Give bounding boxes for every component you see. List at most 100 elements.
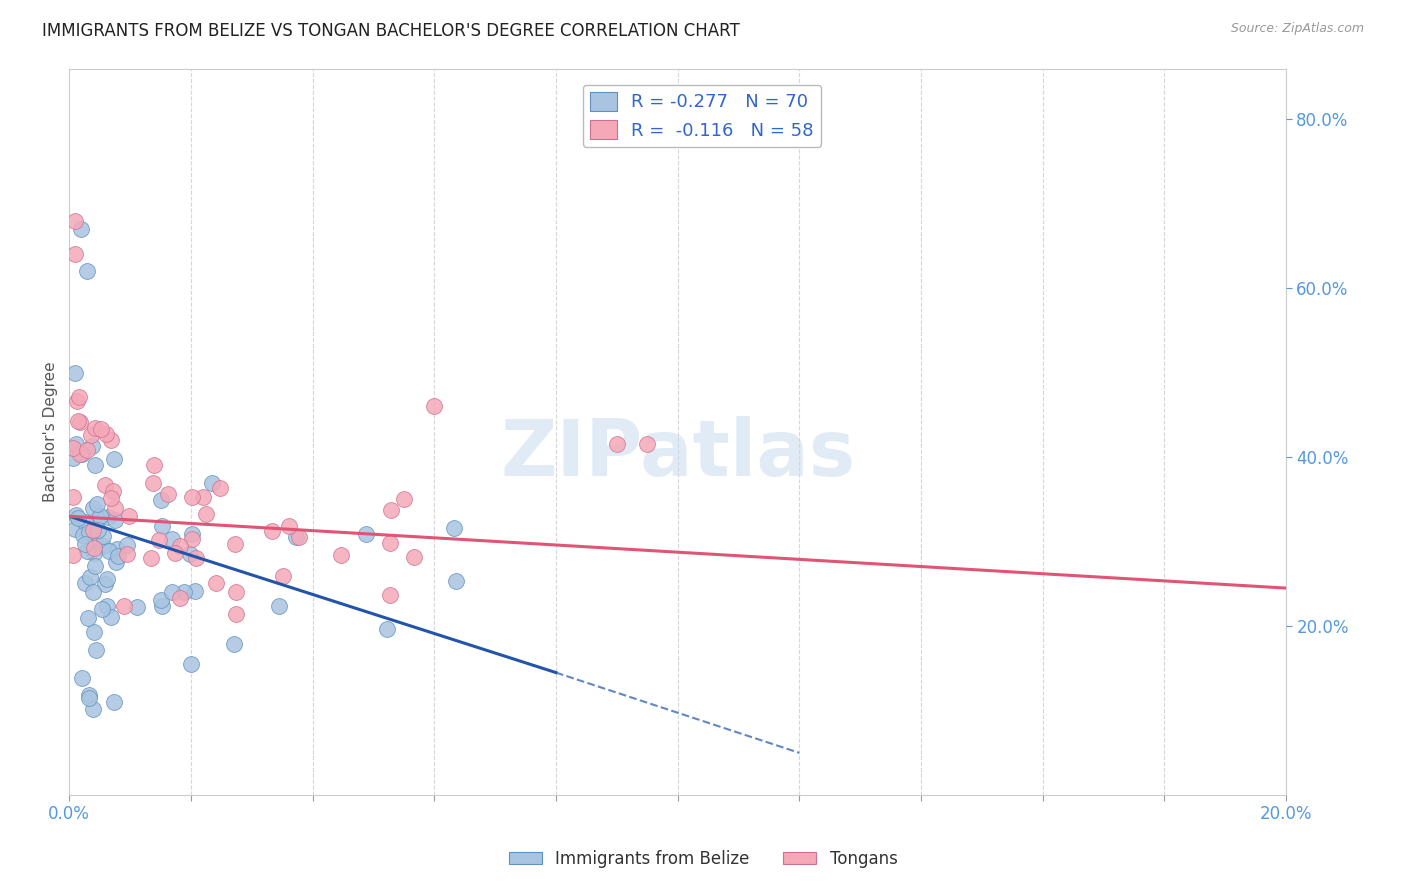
- Point: [70, 222, 93, 236]
- Point: [96, 599, 118, 613]
- Legend: Immigrants from Belize, Tongans: Immigrants from Belize, Tongans: [502, 844, 904, 875]
- Y-axis label: Bachelor's Degree: Bachelor's Degree: [44, 361, 58, 502]
- Point: [100, 609, 122, 624]
- Point: [79, 570, 101, 584]
- Point: [208, 482, 231, 496]
- Point: [77, 524, 100, 539]
- Point: [224, 537, 246, 551]
- Point: [148, 533, 170, 548]
- Point: [169, 591, 191, 605]
- Point: [288, 530, 311, 544]
- Point: [139, 551, 162, 566]
- Point: [69, 447, 91, 461]
- Point: [96, 572, 118, 586]
- Point: [76, 543, 98, 558]
- Point: [84, 643, 107, 657]
- Point: [103, 451, 125, 466]
- Point: [73, 536, 96, 550]
- Point: [65, 437, 87, 451]
- Point: [86, 497, 108, 511]
- Point: [80, 427, 103, 442]
- Point: [142, 458, 165, 472]
- Point: [377, 622, 399, 636]
- Point: [83, 541, 105, 555]
- Point: [82, 702, 104, 716]
- Point: [115, 547, 138, 561]
- Point: [225, 607, 247, 621]
- Point: [70, 671, 93, 685]
- Point: [70, 447, 93, 461]
- Point: [62, 442, 84, 456]
- Point: [62, 491, 84, 505]
- Point: [181, 490, 204, 504]
- Point: [186, 551, 208, 566]
- Point: [150, 599, 173, 613]
- Point: [76, 264, 98, 278]
- Point: [65, 508, 87, 522]
- Point: [378, 536, 401, 550]
- Point: [91, 602, 114, 616]
- Point: [191, 490, 214, 504]
- Point: [271, 569, 294, 583]
- Point: [160, 532, 183, 546]
- Point: [392, 492, 415, 507]
- Point: [285, 530, 308, 544]
- Point: [62, 450, 84, 465]
- Point: [262, 524, 284, 539]
- Point: [179, 547, 201, 561]
- Point: [100, 433, 122, 447]
- Point: [443, 521, 465, 535]
- Point: [150, 519, 173, 533]
- Point: [173, 585, 195, 599]
- Point: [94, 427, 117, 442]
- Point: [82, 500, 104, 515]
- Point: [183, 584, 205, 599]
- Point: [86, 512, 108, 526]
- Point: [194, 508, 217, 522]
- Point: [77, 689, 100, 703]
- Point: [180, 657, 202, 671]
- Point: [65, 247, 87, 261]
- Point: [107, 549, 129, 563]
- Point: [66, 415, 89, 429]
- Point: [75, 515, 97, 529]
- Point: [156, 486, 179, 500]
- Point: [117, 538, 139, 552]
- Point: [100, 491, 122, 505]
- Point: [278, 519, 301, 533]
- Point: [84, 535, 107, 549]
- Point: [84, 458, 107, 472]
- Point: [89, 508, 111, 523]
- Point: [65, 366, 87, 380]
- Point: [205, 576, 228, 591]
- Point: [69, 390, 91, 404]
- Legend: R = -0.277   N = 70, R =  -0.116   N = 58: R = -0.277 N = 70, R = -0.116 N = 58: [582, 85, 821, 147]
- Point: [267, 599, 290, 613]
- Point: [72, 528, 94, 542]
- Point: [142, 475, 165, 490]
- Point: [125, 599, 148, 614]
- Point: [201, 475, 224, 490]
- Point: [169, 539, 191, 553]
- Point: [83, 421, 105, 435]
- Point: [378, 587, 401, 601]
- Point: [224, 637, 246, 651]
- Point: [83, 625, 105, 640]
- Point: [97, 544, 120, 558]
- Point: [73, 575, 96, 590]
- Point: [65, 522, 87, 536]
- Point: [636, 437, 658, 451]
- Point: [104, 555, 127, 569]
- Point: [69, 415, 91, 429]
- Point: [149, 493, 172, 508]
- Point: [103, 695, 125, 709]
- Point: [112, 599, 135, 614]
- Point: [181, 526, 204, 541]
- Point: [87, 523, 110, 537]
- Point: [82, 584, 104, 599]
- Point: [77, 691, 100, 706]
- Point: [97, 510, 120, 524]
- Point: [91, 539, 114, 553]
- Point: [66, 393, 89, 408]
- Point: [76, 442, 98, 457]
